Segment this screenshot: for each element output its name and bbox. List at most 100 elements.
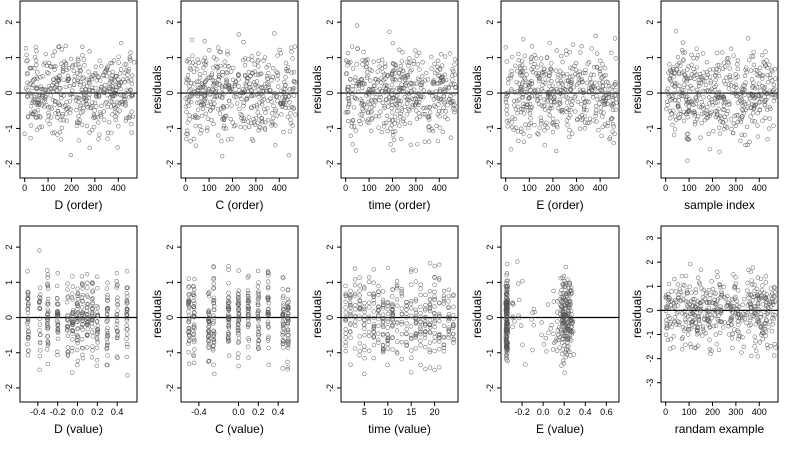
data-point (254, 91, 259, 97)
data-point (427, 317, 433, 323)
data-point (30, 82, 36, 88)
data-point (285, 367, 290, 372)
data-point (399, 106, 404, 111)
data-point (366, 315, 372, 321)
data-point (85, 332, 90, 337)
data-point (287, 87, 293, 92)
data-point (576, 77, 581, 82)
data-point (202, 98, 208, 104)
data-point (185, 120, 190, 125)
data-point (730, 345, 735, 351)
data-point (199, 113, 205, 119)
data-point (188, 67, 194, 72)
data-point (289, 45, 294, 50)
data-point (37, 305, 42, 311)
data-point (675, 303, 681, 308)
data-point (266, 63, 271, 68)
data-point (758, 94, 764, 99)
data-point (680, 311, 685, 316)
data-point (244, 79, 250, 84)
data-point (277, 101, 283, 106)
data-point (532, 93, 538, 99)
data-point (694, 98, 699, 103)
data-point (80, 352, 85, 358)
data-point (285, 65, 291, 70)
data-point (55, 309, 60, 314)
data-point (746, 293, 751, 298)
data-point (262, 127, 268, 132)
data-point (117, 71, 123, 76)
data-point (219, 154, 225, 159)
x-tick-label: 300 (728, 183, 743, 193)
data-point (756, 319, 761, 325)
data-point (418, 343, 423, 348)
data-point (567, 113, 573, 118)
data-point (281, 345, 286, 350)
data-point (192, 276, 197, 282)
data-point (557, 68, 563, 74)
data-point (129, 109, 134, 114)
data-point (65, 106, 70, 111)
data-point (584, 107, 589, 113)
data-point (667, 62, 672, 67)
data-point (197, 75, 203, 81)
data-point (35, 114, 41, 119)
data-point (25, 58, 30, 63)
data-point (763, 49, 768, 54)
data-point (410, 102, 415, 108)
data-point (265, 279, 271, 284)
data-point (68, 56, 74, 62)
data-point (217, 94, 223, 99)
data-point (677, 60, 682, 66)
data-point (728, 46, 734, 52)
data-point (765, 72, 770, 78)
data-point (98, 78, 103, 83)
data-point (509, 120, 514, 125)
data-point (737, 91, 743, 96)
data-point (536, 78, 542, 84)
data-point (413, 333, 418, 339)
data-point (544, 349, 549, 354)
data-point (613, 82, 618, 88)
data-point (748, 304, 753, 310)
data-point (749, 118, 755, 124)
data-point (721, 103, 727, 108)
data-point (237, 93, 243, 99)
x-tick-label: 300 (728, 407, 743, 417)
data-point (59, 47, 65, 52)
data-point (751, 93, 756, 99)
data-point (112, 93, 117, 98)
data-point (192, 314, 197, 320)
data-point (191, 335, 196, 341)
data-point (422, 332, 428, 337)
data-point (125, 300, 130, 305)
x-tick-label: 20 (430, 407, 440, 417)
data-point (125, 342, 130, 347)
data-point (236, 335, 242, 341)
data-point (728, 77, 733, 83)
data-point (376, 313, 381, 319)
data-point (539, 103, 544, 108)
data-point (423, 344, 428, 350)
data-point (416, 50, 422, 56)
data-point (79, 122, 85, 127)
data-point (764, 318, 769, 323)
data-point (533, 71, 539, 76)
data-point (515, 104, 521, 110)
data-point (87, 49, 92, 54)
data-point (728, 315, 734, 321)
data-point (752, 334, 757, 339)
data-point (730, 130, 736, 136)
data-point (564, 71, 570, 77)
data-point (692, 324, 697, 330)
data-point (57, 102, 63, 107)
data-point (345, 109, 350, 115)
data-point (211, 298, 217, 303)
data-point (436, 276, 442, 281)
data-point (205, 103, 210, 109)
data-point (440, 129, 446, 135)
data-point (684, 76, 690, 82)
data-point (211, 88, 216, 93)
data-point (105, 305, 110, 311)
data-point (542, 103, 547, 108)
